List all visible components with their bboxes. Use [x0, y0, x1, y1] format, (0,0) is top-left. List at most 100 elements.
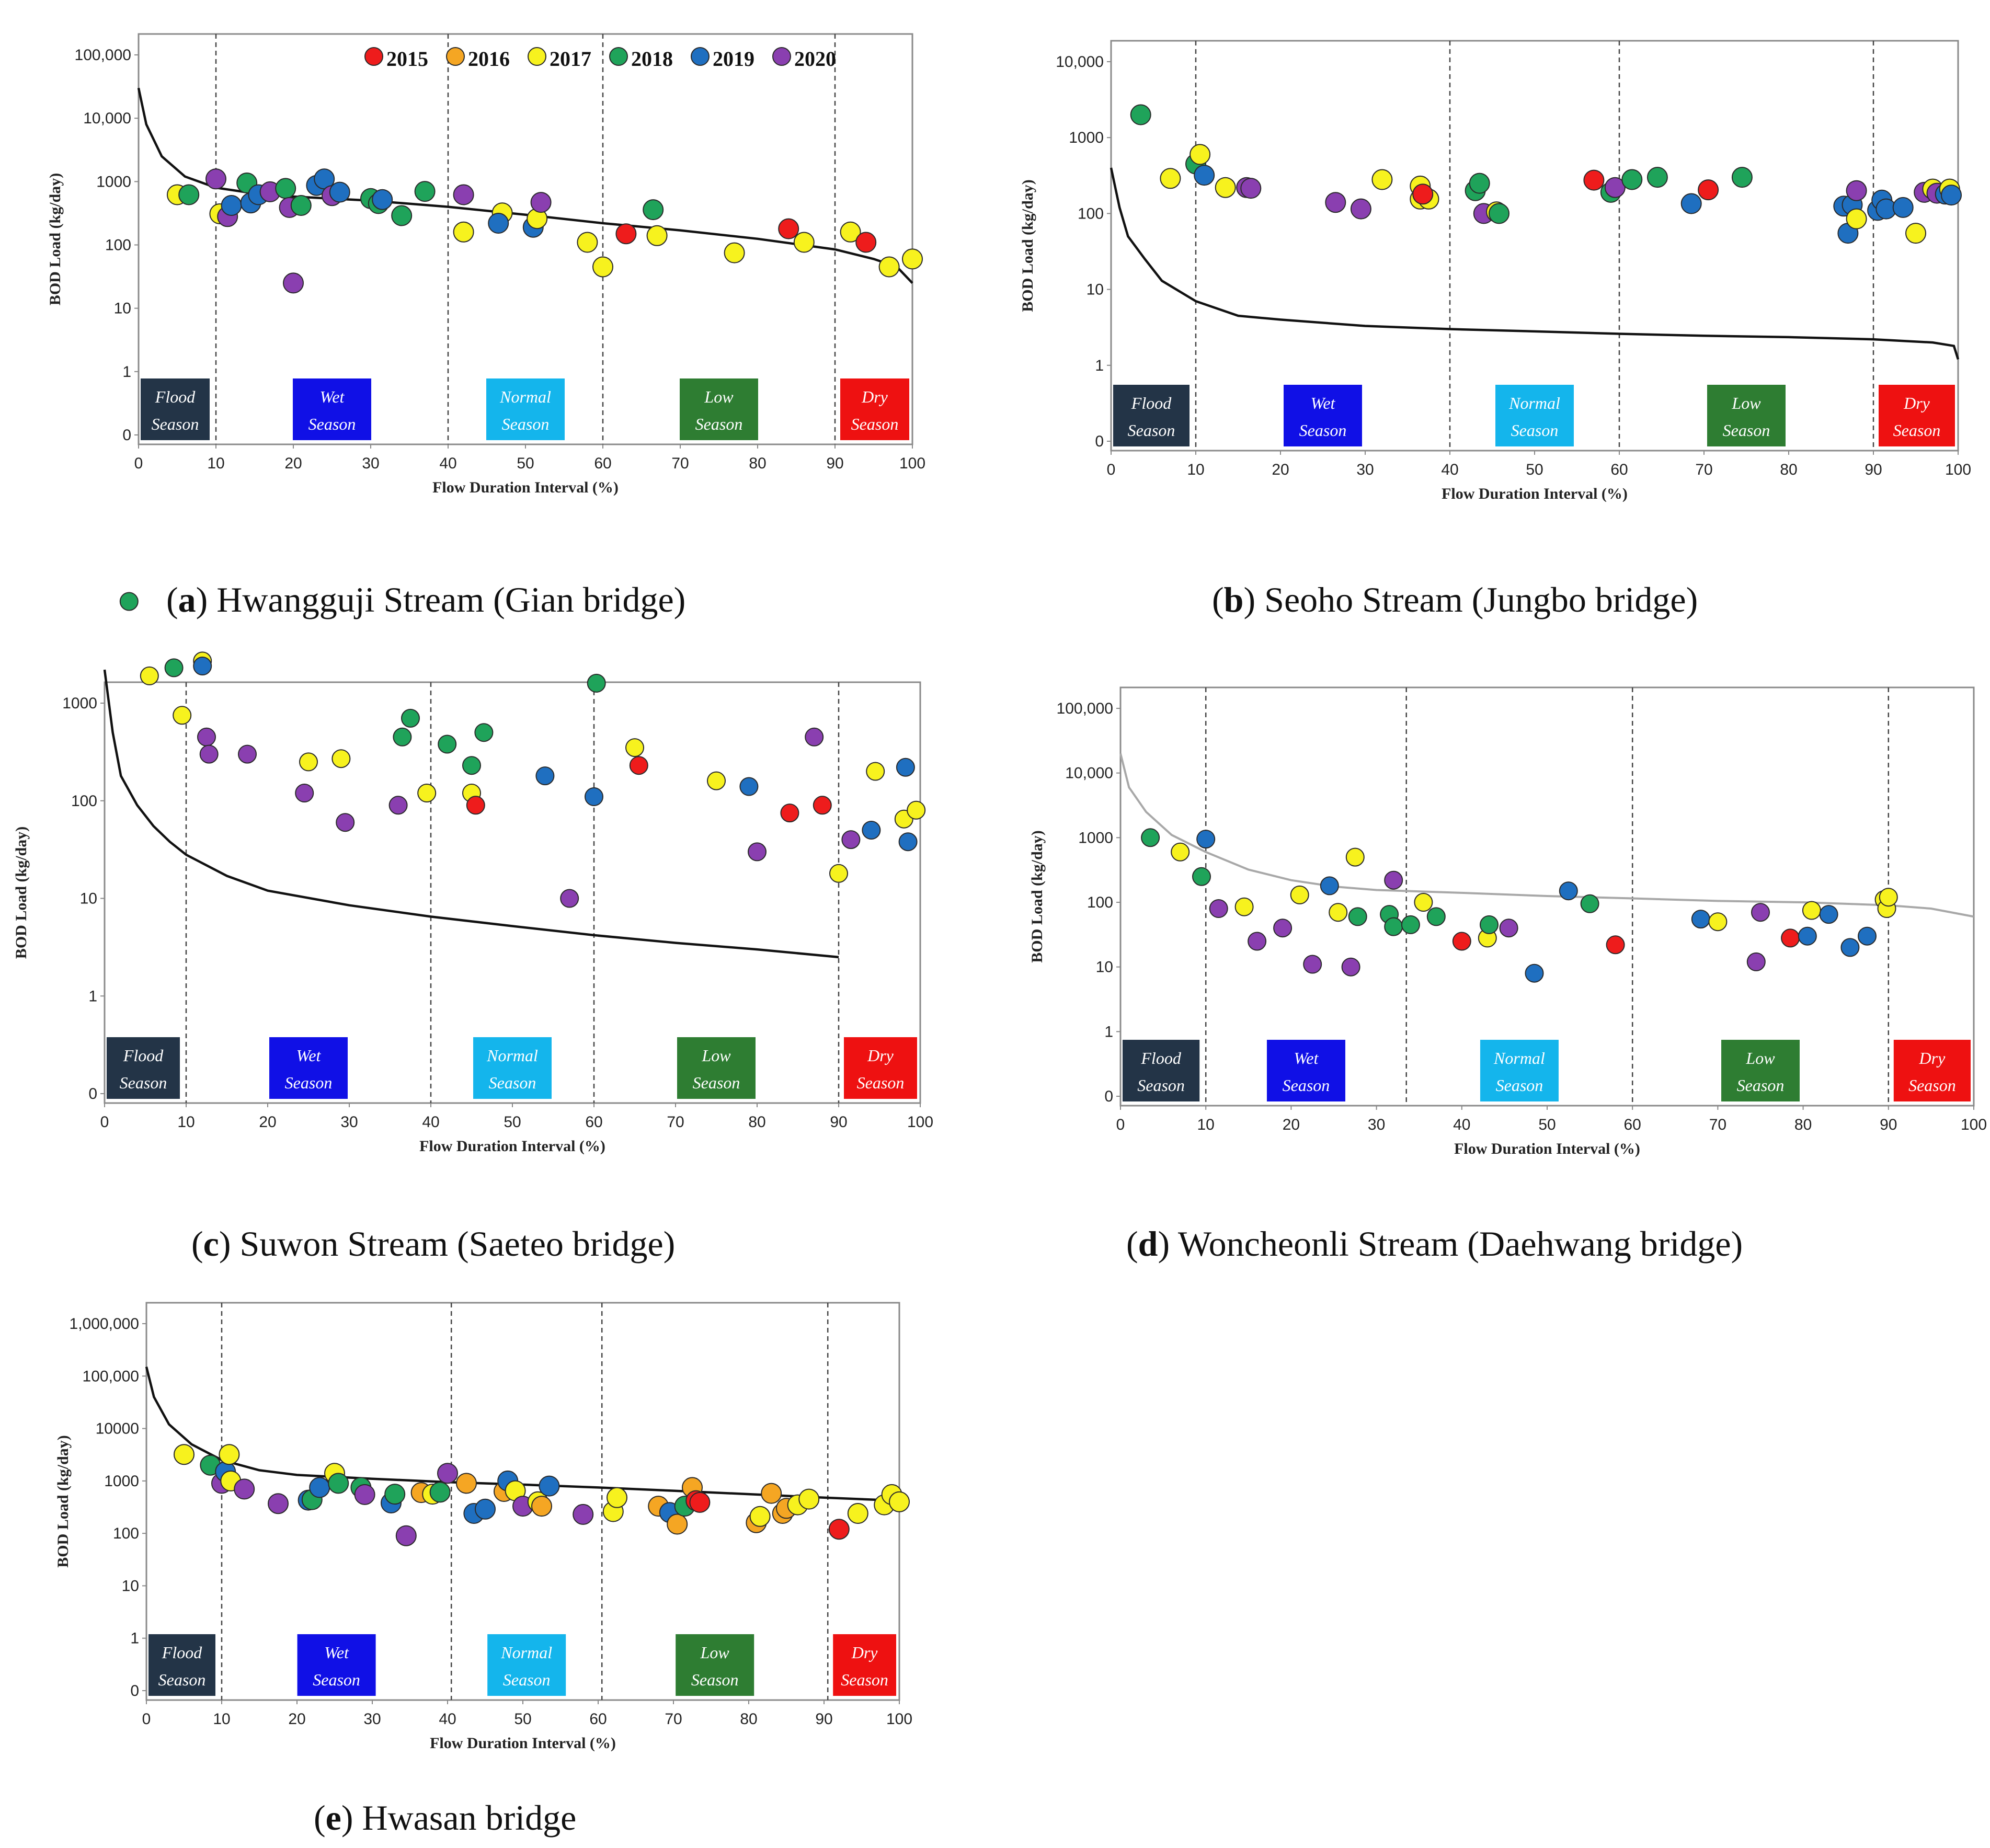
x-tick-label: 10	[213, 1711, 230, 1728]
data-point-2018	[1130, 104, 1151, 125]
y-tick-label: 1	[1095, 357, 1104, 374]
data-point-2019	[488, 213, 509, 234]
season-label: Dry	[1903, 394, 1930, 412]
season-label: Season	[691, 1670, 739, 1689]
data-point-2020	[1746, 952, 1766, 971]
data-point-2019	[221, 195, 242, 216]
data-point-2018	[391, 205, 413, 226]
x-tick-label: 30	[1356, 461, 1374, 478]
legend-label-2020: 2020	[794, 47, 836, 71]
data-point-2018	[164, 658, 184, 678]
data-point-2018	[178, 184, 200, 205]
season-box-dry	[1879, 385, 1955, 446]
data-point-2017	[1234, 897, 1254, 916]
data-point-2020	[199, 744, 219, 764]
y-tick-label: 1000	[1078, 829, 1113, 846]
chart-a: 0 1 10 100 1000 10,000 100,000 0 10 20 30 40 50 60 70 8…	[47, 33, 925, 496]
x-tick-label: 100	[1945, 461, 1971, 478]
x-tick-label: 100	[899, 455, 925, 472]
data-point-2017	[174, 1444, 195, 1465]
data-point-2020	[560, 889, 579, 908]
y-tick-label: 1	[122, 363, 131, 381]
data-point-2020	[748, 842, 767, 862]
legend-marker-2020	[772, 47, 791, 66]
x-tick-label: 100	[907, 1114, 933, 1131]
data-point-2017	[829, 864, 848, 883]
season-label: Season	[851, 415, 899, 433]
data-point-2018	[1489, 203, 1509, 224]
data-point-2017	[840, 221, 861, 243]
data-point-2015	[466, 796, 485, 815]
data-point-2017	[724, 242, 745, 263]
data-point-2019	[193, 657, 212, 675]
x-tick-label: 40	[439, 1711, 456, 1728]
season-box-flood	[1113, 385, 1190, 446]
data-point-2020	[1341, 957, 1360, 977]
x-tick-label: 80	[749, 455, 766, 472]
y-tick-label: 100,000	[75, 47, 131, 64]
caption-a: (a) Hwangguji Stream (Gian bridge)	[166, 580, 686, 619]
season-label: Season	[857, 1073, 905, 1092]
y-tick-label: 10	[1096, 959, 1113, 976]
data-point-2020	[234, 1478, 255, 1500]
data-point-2017	[1171, 842, 1190, 862]
data-point-2015	[778, 218, 799, 239]
data-point-2015	[780, 804, 799, 823]
data-point-2018	[1192, 867, 1211, 886]
x-tick-label: 0	[1107, 461, 1116, 478]
data-point-2018	[587, 673, 606, 693]
season-label: Normal	[499, 387, 551, 406]
y-axis-title: BOD Load (kg/day)	[47, 173, 64, 305]
season-box-wet	[269, 1037, 348, 1099]
x-tick-label: 80	[1780, 461, 1797, 478]
data-point-2017	[707, 771, 726, 790]
y-tick-label: 100	[105, 237, 131, 254]
season-label: Season	[1737, 1076, 1785, 1095]
legend-label-2019: 2019	[713, 47, 754, 71]
data-point-2018	[401, 708, 420, 728]
x-tick-label: 20	[1272, 461, 1289, 478]
data-point-2017	[749, 1506, 771, 1527]
data-point-2020	[354, 1484, 375, 1505]
data-point-2018	[1480, 915, 1499, 934]
data-point-2017	[625, 738, 644, 757]
season-label: Wet	[320, 387, 345, 406]
data-point-2018	[462, 756, 481, 775]
data-point-2015	[855, 232, 877, 253]
x-tick-label: 40	[1441, 461, 1458, 478]
data-point-2017	[646, 225, 668, 246]
season-label: Normal	[500, 1643, 552, 1662]
x-tick-label: 10	[1187, 461, 1204, 478]
season-label: Season	[158, 1670, 206, 1689]
x-tick-label: 30	[363, 1711, 381, 1728]
season-box-dry	[840, 378, 909, 440]
data-point-2017	[1879, 888, 1898, 907]
season-label: Season	[1299, 421, 1347, 440]
data-point-2020	[1604, 177, 1626, 198]
season-box-low	[676, 1634, 754, 1696]
load-duration-curve	[1110, 167, 1960, 360]
data-point-2017	[331, 749, 351, 768]
data-point-2016	[667, 1513, 688, 1535]
x-tick-label: 70	[1695, 461, 1712, 478]
season-box-flood	[107, 1037, 180, 1099]
y-tick-label: 100	[1087, 894, 1113, 911]
x-tick-label: 20	[288, 1711, 305, 1728]
x-tick-label: 10	[177, 1114, 195, 1131]
season-label: Dry	[861, 387, 888, 406]
season-label: Flood	[1140, 1049, 1181, 1068]
data-point-2018	[1731, 167, 1753, 188]
x-tick-label: 70	[667, 1114, 684, 1131]
season-label: Wet	[1311, 394, 1336, 412]
season-label: Season	[695, 415, 743, 433]
y-tick-label: 0	[1095, 433, 1104, 450]
data-point-2017	[907, 800, 926, 820]
x-tick-label: 10	[1197, 1116, 1215, 1133]
data-point-2019	[1941, 185, 1962, 206]
data-point-2018	[275, 178, 296, 199]
season-label: Season	[489, 1073, 536, 1092]
season-label: Dry	[1919, 1049, 1946, 1068]
data-point-2019	[739, 777, 759, 796]
season-box-normal	[1495, 385, 1574, 446]
y-tick-label: 10	[1087, 281, 1104, 299]
